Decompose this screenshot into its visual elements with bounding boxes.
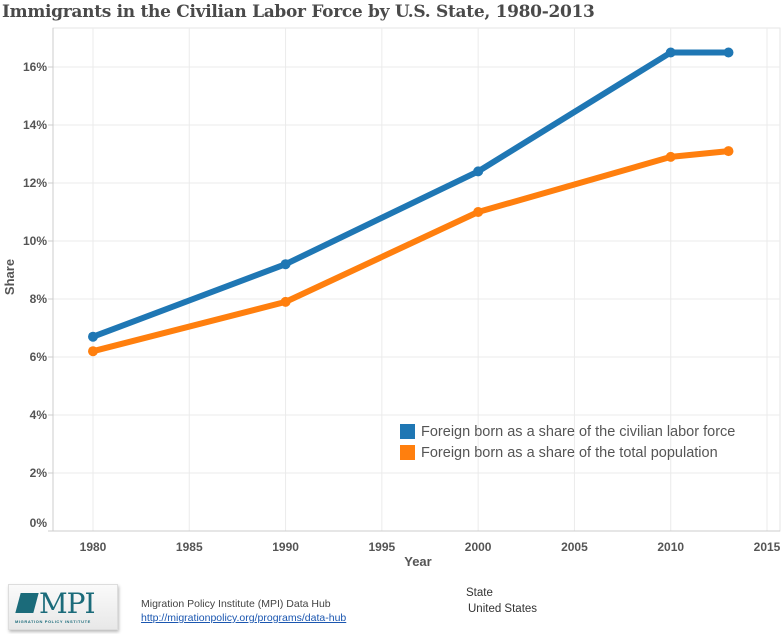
x-tick-label: 2015 — [754, 540, 781, 554]
y-tick-label: 12% — [23, 176, 47, 190]
mpi-logo-mark-icon — [15, 593, 39, 613]
mpi-logo: MPI MIGRATION POLICY INSTITUTE — [8, 584, 118, 630]
y-tick-label: 2% — [30, 466, 48, 480]
x-tick-label: 1980 — [80, 540, 107, 554]
plot-area — [52, 27, 781, 532]
legend-label-total-population: Foreign born as a share of the total pop… — [421, 444, 718, 461]
grid — [52, 27, 781, 532]
legend-item-total-population[interactable]: Foreign born as a share of the total pop… — [400, 442, 735, 463]
legend-item-labor-force[interactable]: Foreign born as a share of the civilian … — [400, 421, 735, 442]
data-point-0 — [723, 47, 734, 58]
state-filter-value[interactable]: United States — [468, 603, 538, 615]
data-point-1 — [473, 207, 484, 217]
data-point-0 — [280, 259, 291, 270]
y-tick-label: 16% — [23, 60, 47, 74]
y-tick-label: 0% — [30, 516, 48, 530]
source-info: Migration Policy Institute (MPI) Data Hu… — [141, 597, 346, 625]
y-tick-label: 14% — [23, 118, 47, 132]
legend-swatch-labor-force — [400, 424, 415, 439]
x-tick-label: 2005 — [561, 540, 588, 554]
x-tick-label: 2010 — [657, 540, 684, 554]
legend: Foreign born as a share of the civilian … — [400, 421, 735, 463]
chart-title: Immigrants in the Civilian Labor Force b… — [2, 2, 595, 22]
mpi-logo-text: MPI — [39, 587, 96, 620]
data-point-0 — [665, 47, 676, 58]
x-tick-label: 2000 — [465, 540, 492, 554]
state-filter-label: State — [466, 587, 493, 599]
state-filter: State United States — [466, 585, 537, 617]
y-tick-label: 10% — [23, 234, 47, 248]
y-tick-label: 6% — [30, 350, 48, 364]
data-point-0 — [88, 331, 98, 342]
line-chart: 0% 2% 4% 6% 8% 10% 12% 14% 16% 1980 1985 1990 1995 20… — [2, 27, 781, 569]
y-tick-label: 8% — [30, 292, 48, 306]
data-point-1 — [665, 151, 676, 162]
source-link[interactable]: http://migrationpolicy.org/programs/data… — [141, 612, 347, 624]
x-axis-label: Year — [404, 554, 431, 569]
axes: 0% 2% 4% 6% 8% 10% 12% 14% 16% 1980 1985 1990 1995 20… — [23, 28, 781, 554]
source-name: Migration Policy Institute (MPI) Data Hu… — [141, 598, 331, 610]
data-point-1 — [280, 296, 291, 307]
y-tick-label: 4% — [30, 408, 48, 422]
x-tick-label: 1990 — [272, 540, 299, 554]
data-point-0 — [473, 166, 484, 177]
data-point-1 — [723, 146, 734, 157]
data-point-1 — [88, 346, 98, 357]
mpi-logo-subtext: MIGRATION POLICY INSTITUTE — [15, 619, 91, 624]
y-axis-label: Share — [2, 259, 17, 295]
x-tick-label: 1995 — [369, 540, 396, 554]
series-lines — [88, 47, 734, 357]
legend-swatch-total-population — [400, 445, 415, 460]
x-tick-label: 1985 — [176, 540, 203, 554]
legend-label-labor-force: Foreign born as a share of the civilian … — [421, 423, 736, 440]
